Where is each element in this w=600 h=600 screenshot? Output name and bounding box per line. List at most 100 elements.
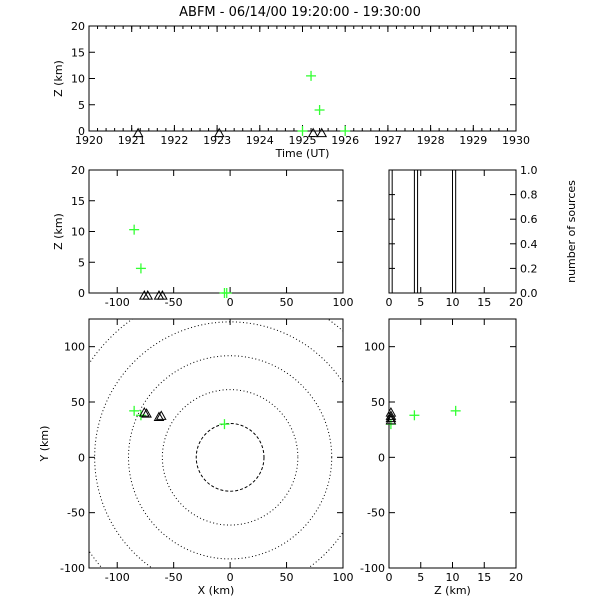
x-tick-label: 20 — [509, 296, 523, 309]
x-tick-label: 1927 — [374, 134, 402, 147]
panel-height_y: 0 5 10 15 20 -100 -50 0 50 100 Z (km) — [360, 318, 523, 597]
station-point — [141, 408, 152, 418]
station-point — [385, 414, 397, 425]
station-point — [138, 407, 150, 417]
panel-time_height: 1920 1921 1922 1923 1924 1925 1926 1927 1928 1929… — [52, 20, 530, 160]
panels: 1920 1921 1922 1923 1924 1925 1926 1927 1928 1929… — [38, 20, 579, 597]
station-point — [316, 127, 328, 138]
x-axis-label: Time (UT) — [275, 147, 330, 160]
plot-frame — [88, 318, 344, 569]
x-tick-label: 0 — [227, 571, 234, 584]
source-point — [306, 70, 317, 81]
range-ring — [89, 319, 343, 568]
x-tick-label: 15 — [477, 571, 491, 584]
x-tick-label: 20 — [509, 571, 523, 584]
y-tick-label: -100 — [60, 562, 85, 575]
panel-plan_view: -100 -50 0 50 100 -100 -50 0 50 100 X (km) Y (km) — [38, 318, 354, 597]
x-tick-label: 1924 — [246, 134, 274, 147]
y-tick-label: 0 — [78, 287, 85, 300]
station-point — [385, 412, 397, 423]
y-tick-label: 0 — [78, 125, 85, 138]
x-tick-label: 100 — [333, 296, 354, 309]
x-tick-label: -50 — [165, 296, 183, 309]
x-tick-label: 15 — [477, 296, 491, 309]
range-ring — [128, 355, 333, 560]
station-point — [155, 410, 167, 420]
y-tick-label: 20 — [71, 20, 85, 33]
source-point — [135, 263, 146, 274]
x-tick-label: 1923 — [203, 134, 231, 147]
plot-frame — [88, 25, 517, 132]
range-ring — [94, 321, 343, 568]
x-tick-label: 100 — [333, 571, 354, 584]
y-tick-label: -100 — [360, 562, 385, 575]
y-tick-label: 20 — [71, 164, 85, 177]
panel-height_histogram: 0 5 10 15 200.0 0.2 0.4 0.6 0.8 1.0 number of sour… — [386, 164, 579, 309]
y-tick-label: 0.8 — [520, 189, 538, 202]
x-tick-label: 10 — [446, 296, 460, 309]
plot-frame — [388, 318, 517, 569]
source-point — [297, 126, 308, 136]
y-tick-label: -50 — [67, 507, 85, 520]
y-tick-label: 0.6 — [520, 213, 538, 226]
y-axis-label: number of sources — [565, 180, 578, 283]
range-ring — [161, 389, 299, 526]
figure-title: ABFM - 06/14/00 19:20:00 - 19:30:00 — [179, 5, 421, 20]
y-tick-label: 0.0 — [520, 287, 538, 300]
station-point — [157, 290, 168, 300]
station-point — [142, 290, 154, 300]
y-tick-label: 0 — [78, 451, 85, 464]
x-tick-label: 1926 — [331, 134, 359, 147]
y-tick-label: 0.4 — [520, 238, 538, 251]
x-axis-label: Z (km) — [434, 584, 471, 597]
x-axis-label: X (km) — [198, 584, 235, 597]
x-tick-label: 5 — [417, 571, 424, 584]
x-tick-label: -50 — [165, 571, 183, 584]
y-tick-label: 5 — [78, 99, 85, 112]
y-tick-label: 100 — [364, 341, 385, 354]
y-axis-label: Z (km) — [52, 60, 65, 97]
plot-frame — [88, 169, 344, 294]
x-tick-label: -100 — [105, 296, 130, 309]
station-point — [153, 411, 165, 421]
source-point — [129, 224, 140, 235]
station-point — [385, 410, 397, 420]
source-point — [409, 410, 420, 421]
y-axis-label: Z (km) — [52, 213, 65, 250]
y-tick-label: 1.0 — [520, 164, 538, 177]
source-point — [135, 410, 146, 421]
histogram-bar — [413, 169, 419, 293]
x-tick-label: 1925 — [289, 134, 317, 147]
y-axis-label: Y (km) — [38, 426, 51, 463]
y-tick-label: 0 — [378, 451, 385, 464]
source-point — [450, 405, 461, 416]
y-tick-label: 15 — [71, 46, 85, 59]
y-tick-label: 10 — [71, 73, 85, 86]
x-tick-label: 1929 — [459, 134, 487, 147]
y-tick-label: -50 — [367, 507, 385, 520]
x-tick-label: 1921 — [118, 134, 146, 147]
y-tick-label: 10 — [71, 226, 85, 239]
source-point — [129, 405, 140, 416]
range-ring — [195, 422, 265, 492]
x-tick-label: 50 — [280, 296, 294, 309]
panel-x_height: -100 -50 0 50 100 0 5 10 15 20 Z (km) — [52, 164, 354, 309]
source-point — [314, 105, 325, 115]
y-tick-label: 15 — [71, 195, 85, 208]
x-tick-label: 1928 — [417, 134, 445, 147]
source-point — [221, 288, 232, 298]
range-rings — [89, 319, 343, 568]
x-tick-label: 1920 — [75, 134, 103, 147]
y-tick-label: 0.2 — [520, 262, 538, 275]
x-tick-label: -100 — [105, 571, 130, 584]
x-tick-label: 1930 — [502, 134, 530, 147]
x-tick-label: 1922 — [160, 134, 188, 147]
y-tick-label: 100 — [64, 341, 85, 354]
x-tick-label: 0 — [386, 296, 393, 309]
station-point — [132, 127, 144, 138]
x-tick-label: 50 — [280, 571, 294, 584]
histogram-bar — [452, 169, 457, 293]
x-tick-label: 5 — [417, 296, 424, 309]
y-tick-label: 5 — [78, 256, 85, 269]
y-tick-label: 50 — [71, 396, 85, 409]
